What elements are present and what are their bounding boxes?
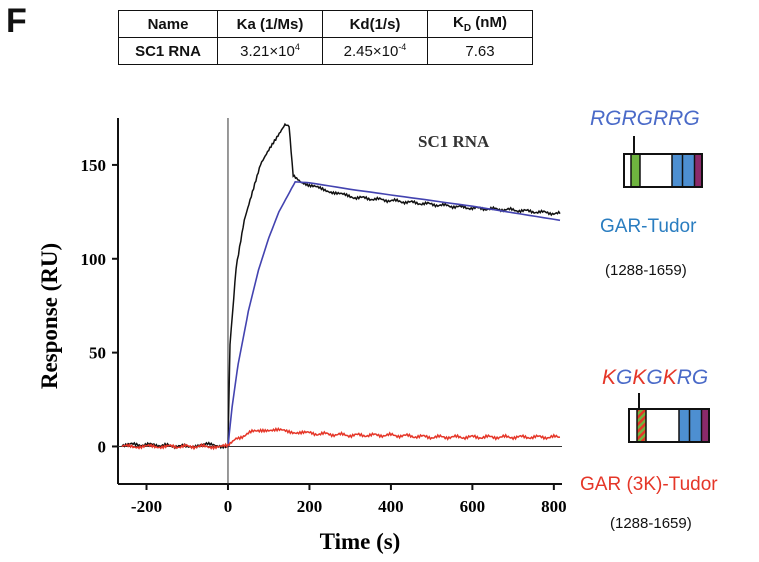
x-tick-label: 800	[541, 497, 567, 516]
cell-KD: 7.63	[427, 37, 533, 65]
table-header-row: Name Ka (1/Ms) Kd(1/s) KD (nM)	[118, 10, 533, 38]
chart-axes	[112, 118, 562, 490]
cell-ka: 3.21×104	[217, 37, 323, 65]
header-name: Name	[118, 10, 218, 38]
construct2-range: (1288-1659)	[610, 515, 692, 532]
y-tick-label: 150	[81, 156, 107, 175]
sequence-residue: K	[632, 366, 647, 389]
y-tick-label: 50	[89, 344, 106, 363]
sequence-residue: K	[662, 366, 677, 389]
construct1-name: GAR-Tudor	[600, 216, 697, 237]
y-axis-label: Response (RU)	[37, 243, 62, 389]
cell-name: SC1 RNA	[118, 37, 218, 65]
x-tick-label: 600	[460, 497, 486, 516]
chart-series	[121, 122, 561, 451]
sequence-residue: K	[602, 366, 617, 389]
table-row: SC1 RNA 3.21×104 2.45×10-4 7.63	[118, 37, 533, 65]
y-tick-label: 100	[81, 250, 107, 269]
y-tick-label: 0	[98, 437, 107, 456]
construct2-domain-icon	[628, 393, 710, 443]
panel-label: F	[6, 2, 27, 40]
construct2-name: GAR (3K)-Tudor	[580, 474, 718, 495]
sequence-residue: G	[646, 366, 663, 389]
header-KD: KD (nM)	[427, 10, 533, 38]
construct1-domain-icon	[623, 136, 703, 188]
header-kd: Kd(1/s)	[322, 10, 428, 38]
sequence-residue: RG	[676, 366, 709, 389]
chart-title: SC1 RNA	[418, 132, 490, 151]
x-tick-label: 400	[378, 497, 404, 516]
series-line	[121, 122, 561, 450]
construct1-sequence: RGRGRRG	[590, 107, 700, 130]
x-tick-label: -200	[131, 497, 162, 516]
x-axis-label: Time (s)	[320, 529, 401, 554]
construct2-sequence: KGKGKRG	[602, 366, 708, 390]
header-ka: Ka (1/Ms)	[217, 10, 323, 38]
sequence-residue: G	[616, 366, 633, 389]
cell-kd: 2.45×10-4	[322, 37, 428, 65]
series-line	[121, 427, 561, 451]
series-line	[227, 180, 561, 447]
x-tick-label: 200	[297, 497, 323, 516]
construct1-range: (1288-1659)	[605, 262, 687, 279]
x-tick-label: 0	[224, 497, 233, 516]
kinetics-table: Name Ka (1/Ms) Kd(1/s) KD (nM) SC1 RNA 3…	[118, 10, 533, 65]
chart-labels: -200 0 200 400 600 800 0 50 100 150 Time (s) Respon…	[37, 132, 567, 554]
